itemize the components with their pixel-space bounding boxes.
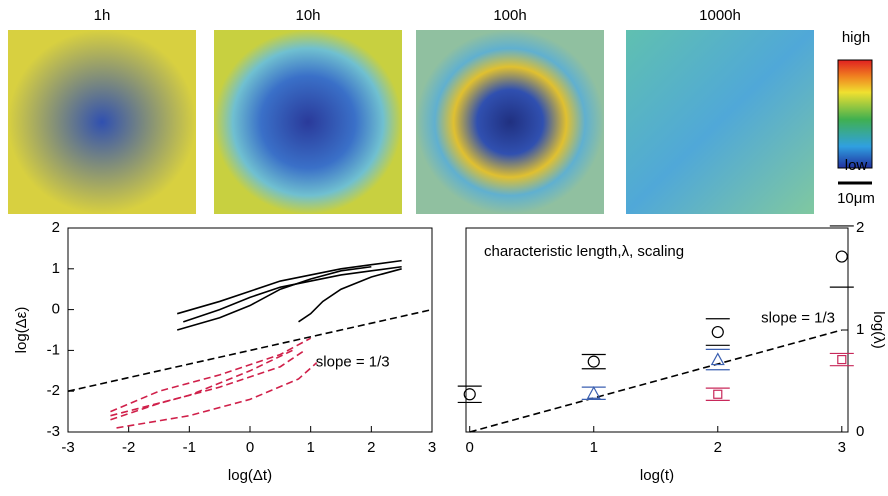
y-tick-label: -2 bbox=[47, 382, 60, 399]
line bbox=[110, 349, 306, 421]
plot-frame bbox=[67, 227, 433, 433]
point bbox=[837, 354, 847, 365]
micrograph bbox=[416, 30, 604, 214]
point bbox=[586, 385, 601, 399]
line bbox=[176, 265, 372, 331]
annotation: slope = 1/3 bbox=[761, 310, 835, 327]
y-axis-label: log(λ) bbox=[870, 311, 887, 349]
y-tick-label: 1 bbox=[856, 321, 864, 338]
x-tick-label: 3 bbox=[838, 439, 846, 456]
colorbar bbox=[837, 59, 873, 169]
x-tick-label: 0 bbox=[246, 439, 254, 456]
point bbox=[835, 250, 848, 263]
image-label: 1000h bbox=[699, 7, 741, 24]
y-tick-label: -3 bbox=[47, 423, 60, 440]
x-tick-label: 3 bbox=[428, 439, 436, 456]
x-tick-label: 0 bbox=[466, 439, 474, 456]
point bbox=[587, 355, 600, 368]
micrograph bbox=[8, 30, 196, 214]
line bbox=[469, 329, 843, 433]
point bbox=[463, 388, 476, 401]
x-tick-label: 1 bbox=[590, 439, 598, 456]
point bbox=[710, 352, 725, 366]
line bbox=[110, 337, 312, 413]
image-panels: high low 10μm bbox=[8, 29, 875, 214]
line bbox=[67, 308, 433, 392]
scale-bar-label: 10μm bbox=[837, 190, 875, 207]
x-axis-label: log(Δt) bbox=[228, 467, 272, 484]
y-tick-label: 0 bbox=[52, 301, 60, 318]
x-tick-label: 2 bbox=[714, 439, 722, 456]
colorbar-low: low bbox=[845, 157, 868, 174]
point bbox=[711, 325, 724, 339]
line bbox=[110, 349, 293, 417]
x-axis-label: log(t) bbox=[640, 467, 674, 484]
y-tick-label: -1 bbox=[47, 341, 60, 358]
y-axis-label: log(Δε) bbox=[13, 307, 30, 354]
image-label: 1h bbox=[94, 7, 111, 24]
y-tick-label: 0 bbox=[856, 423, 864, 440]
y-tick-label: 2 bbox=[856, 219, 864, 236]
colorbar-high: high bbox=[842, 29, 870, 46]
x-tick-label: -1 bbox=[183, 439, 196, 456]
x-tick-label: 2 bbox=[367, 439, 375, 456]
image-label: 100h bbox=[493, 7, 526, 24]
chart-title: characteristic length,λ, scaling bbox=[484, 243, 684, 260]
point bbox=[713, 389, 723, 399]
image-label: 10h bbox=[295, 7, 320, 24]
line bbox=[176, 259, 402, 315]
micrograph bbox=[626, 30, 814, 214]
line bbox=[298, 268, 402, 323]
line bbox=[183, 265, 402, 323]
x-tick-label: 1 bbox=[306, 439, 314, 456]
y-tick-label: 2 bbox=[52, 219, 60, 236]
x-tick-label: -3 bbox=[61, 439, 74, 456]
y-tick-label: 1 bbox=[52, 260, 60, 277]
line bbox=[116, 362, 318, 429]
micrograph bbox=[214, 30, 402, 214]
x-tick-label: -2 bbox=[122, 439, 135, 456]
annotation: slope = 1/3 bbox=[316, 354, 390, 371]
